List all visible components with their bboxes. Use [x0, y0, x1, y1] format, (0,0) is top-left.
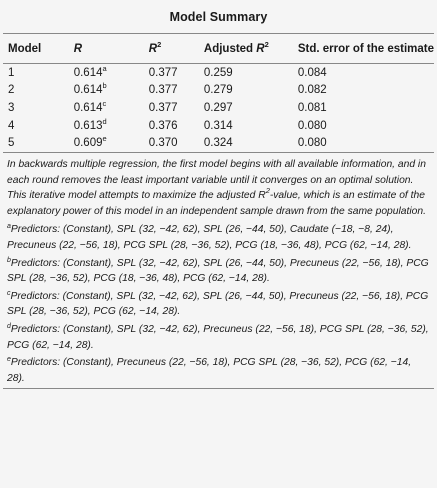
header-adjusted-r-squared: Adjusted R2: [203, 34, 298, 64]
cell-r-footnote-mark: b: [102, 81, 107, 91]
footnote-text: Predictors: (Constant), SPL (32, −42, 62…: [7, 257, 429, 285]
table-row: 4 0.613d 0.376 0.314 0.080: [3, 117, 434, 135]
header-adj-sup: 2: [264, 39, 269, 49]
header-model: Model: [3, 34, 74, 64]
header-r-label: R: [73, 42, 83, 55]
cell-r: 0.614b: [74, 82, 149, 100]
footnote: aPredictors: (Constant), SPL (32, −42, 6…: [7, 222, 430, 253]
cell-r: 0.614c: [74, 99, 149, 117]
cell-r-squared: 0.377: [148, 66, 178, 79]
note-r-sup: 2: [265, 186, 270, 196]
cell-model: 5: [3, 134, 74, 153]
footnote-mark: d: [7, 322, 11, 330]
cell-adjusted-r-squared: 0.259: [203, 66, 233, 79]
header-adj-base: R: [256, 42, 265, 55]
cell-r-squared: 0.377: [148, 84, 178, 97]
table-body: 1 0.614a 0.377 0.259 0.084 2 0.614b 0.37…: [3, 64, 434, 153]
cell-std-error: 0.081: [297, 101, 327, 114]
table-note-paragraph: In backwards multiple regression, the fi…: [7, 157, 430, 219]
header-r2-base: R: [148, 42, 158, 55]
table-notes: In backwards multiple regression, the fi…: [3, 153, 434, 386]
cell-adjusted-r-squared: 0.324: [203, 134, 298, 153]
footnote: bPredictors: (Constant), SPL (32, −42, 6…: [7, 256, 430, 287]
cell-std-error: 0.082: [297, 84, 327, 97]
footnote-text: Predictors: (Constant), SPL (32, −42, 62…: [7, 323, 429, 351]
cell-r-footnote-mark: c: [102, 98, 107, 108]
table-header: Model R R2 Adjusted R2 Std. error of the…: [3, 34, 434, 64]
footnote-mark: e: [7, 356, 11, 364]
model-summary-table: Model R R2 Adjusted R2 Std. error of the…: [3, 34, 434, 153]
cell-model: 1: [8, 66, 15, 79]
cell-adjusted-r-squared: 0.314: [203, 119, 233, 132]
footnote: cPredictors: (Constant), SPL (32, −42, 6…: [7, 289, 430, 320]
cell-r: 0.614a: [74, 64, 149, 82]
note-r: R: [258, 190, 266, 202]
cell-adjusted-r-squared: 0.279: [203, 84, 233, 97]
table-title: Model Summary: [3, 0, 434, 34]
cell-r-squared: 0.370: [148, 134, 204, 153]
cell-r: 0.613d: [74, 117, 149, 135]
cell-r-value: 0.613: [73, 119, 103, 132]
header-std-error: Std. error of the estimate: [297, 34, 434, 64]
cell-r-footnote-mark: d: [102, 116, 107, 126]
note-text-post: -value, which is an estimate of the expl…: [7, 190, 426, 217]
cell-r-value: 0.614: [73, 101, 103, 114]
note-text-pre: In backwards multiple regression, the fi…: [7, 158, 426, 202]
footnote-text: Predictors: (Constant), Precuneus (22, −…: [7, 357, 412, 384]
footnote: ePredictors: (Constant), Precuneus (22, …: [7, 355, 430, 386]
cell-r-value: 0.614: [73, 66, 103, 79]
cell-r: 0.609e: [73, 134, 149, 153]
cell-model: 4: [8, 119, 15, 132]
table-row: 3 0.614c 0.377 0.297 0.081: [3, 99, 434, 117]
cell-r-footnote-mark: a: [102, 63, 107, 73]
footnote-text: Predictors: (Constant), SPL (32, −42, 62…: [7, 224, 412, 251]
header-r: R: [73, 34, 149, 64]
cell-model: 2: [8, 84, 15, 97]
cell-r-value: 0.609: [73, 137, 103, 150]
cell-r-squared: 0.376: [148, 119, 178, 132]
header-r2-sup: 2: [157, 39, 162, 49]
footnote-text: Predictors: (Constant), SPL (32, −42, 62…: [7, 290, 429, 318]
table-row: 5 0.609e 0.370 0.324 0.080: [3, 134, 434, 153]
header-r-squared: R2: [148, 34, 204, 64]
footnote-mark: a: [7, 223, 11, 231]
cell-model: 3: [8, 101, 15, 114]
cell-adjusted-r-squared: 0.297: [203, 101, 233, 114]
cell-r-squared: 0.377: [148, 101, 178, 114]
footnote-mark: b: [7, 256, 11, 264]
bottom-rule: [3, 388, 434, 390]
header-adj-prefix: Adjusted: [203, 42, 257, 55]
footnote-mark: c: [7, 289, 11, 297]
cell-std-error: 0.080: [297, 119, 327, 132]
footnote: dPredictors: (Constant), SPL (32, −42, 6…: [7, 322, 430, 353]
table-row: 1 0.614a 0.377 0.259 0.084: [3, 64, 434, 82]
header-row: Model R R2 Adjusted R2 Std. error of the…: [3, 34, 434, 64]
cell-std-error: 0.084: [297, 66, 327, 79]
cell-r-footnote-mark: e: [102, 134, 107, 144]
table-row: 2 0.614b 0.377 0.279 0.082: [3, 82, 434, 100]
cell-r-value: 0.614: [73, 84, 103, 97]
cell-std-error: 0.080: [297, 134, 434, 153]
